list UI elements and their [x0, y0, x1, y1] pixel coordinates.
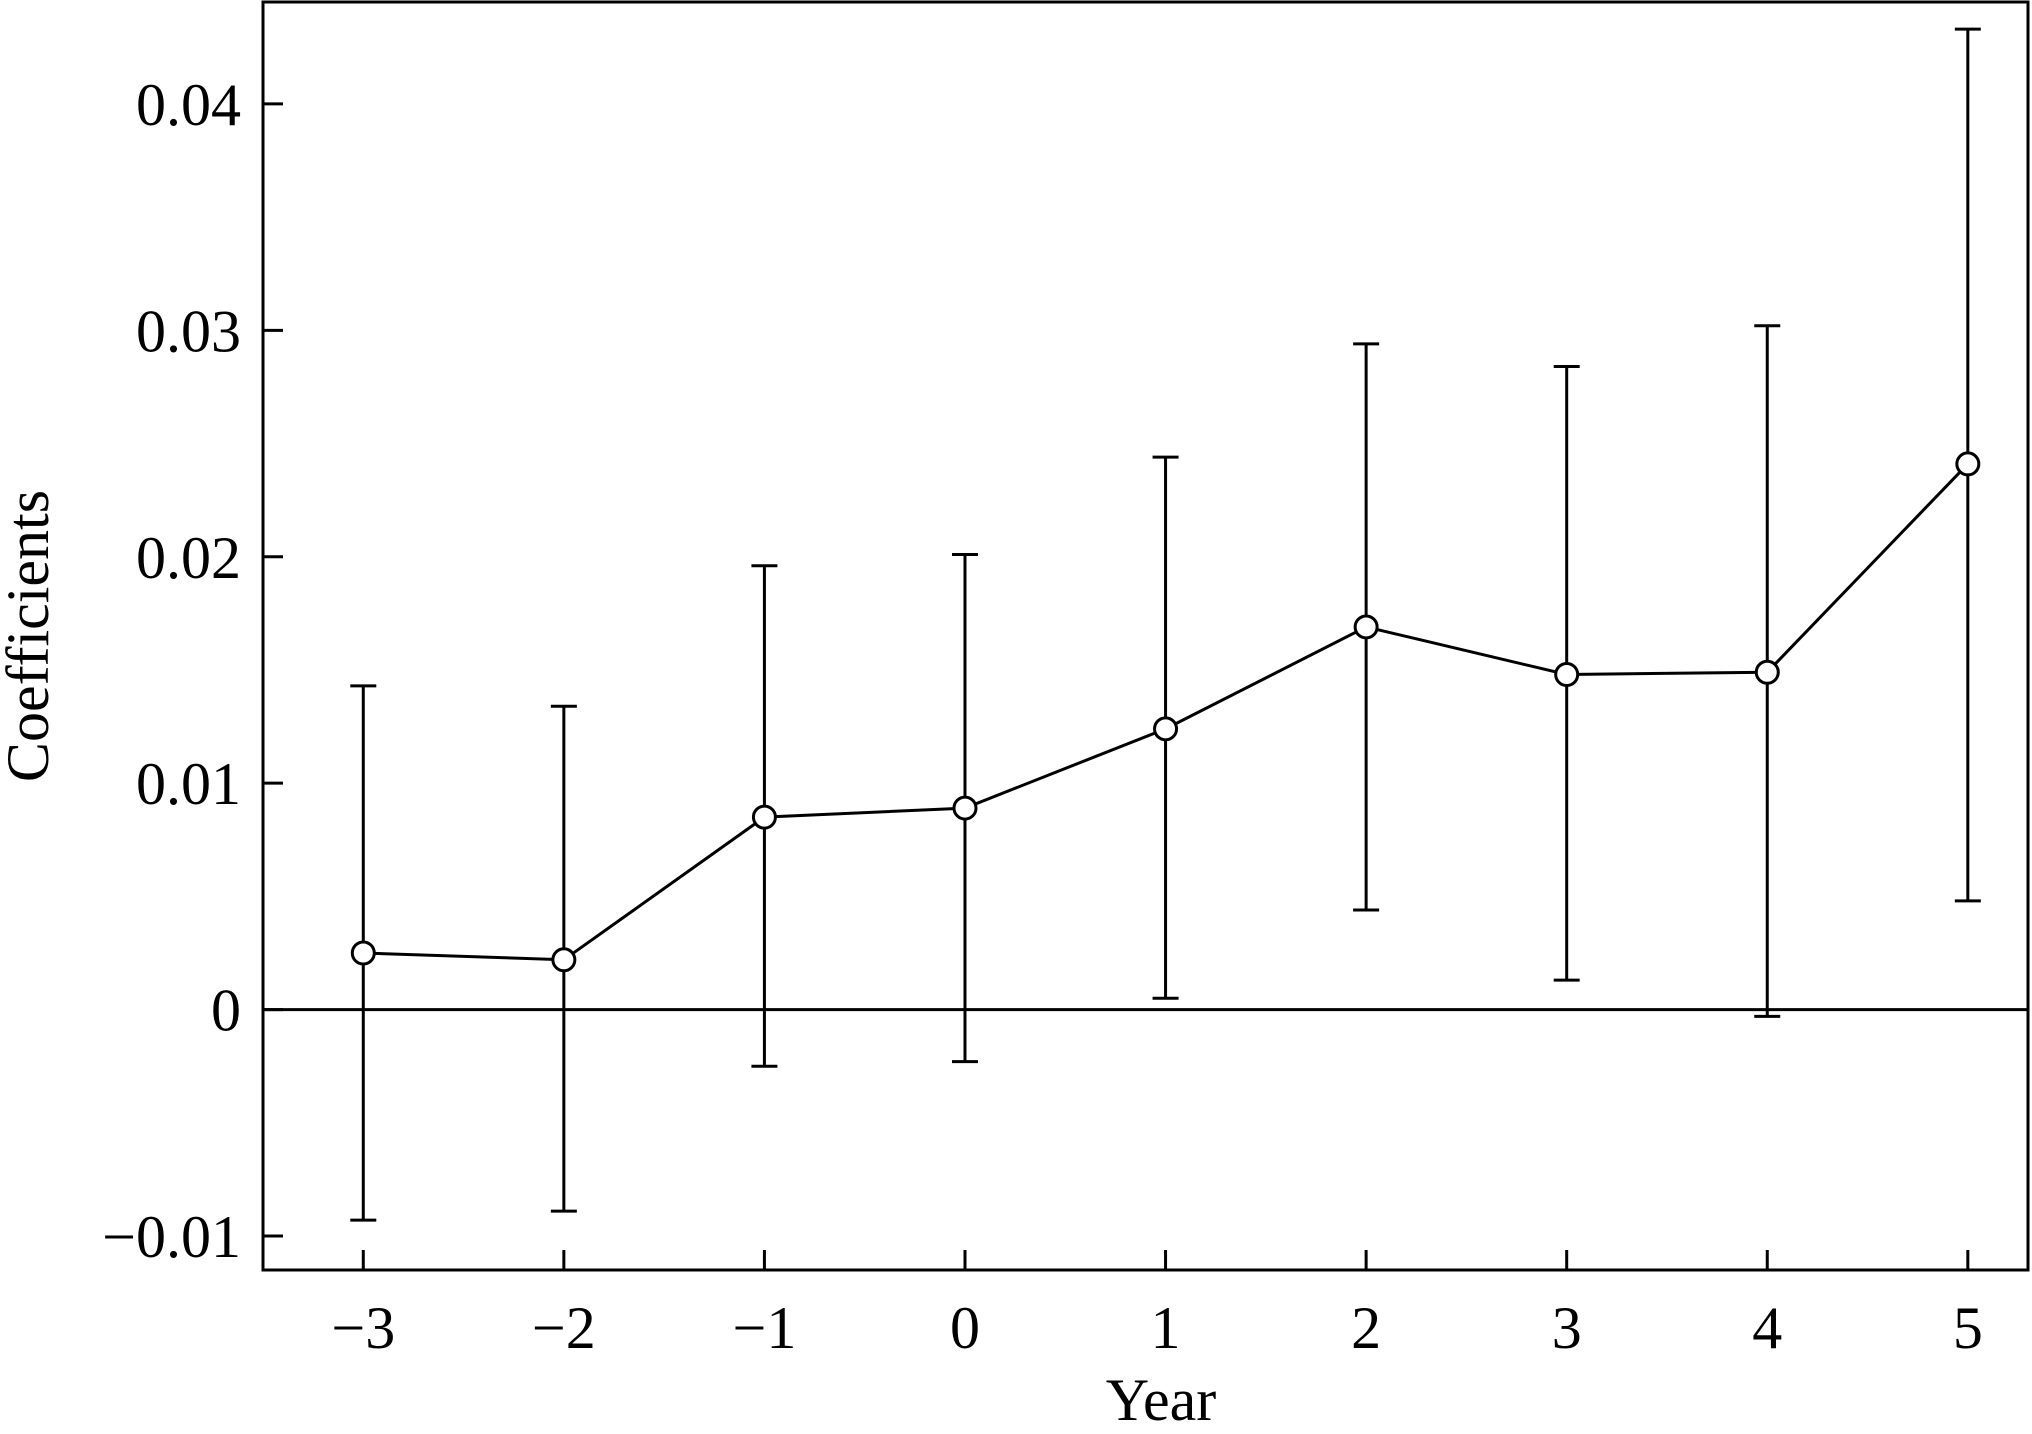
x-tick-label: 5 [1953, 1295, 1983, 1361]
data-point [1955, 451, 1981, 477]
x-tick-label: 0 [950, 1295, 980, 1361]
data-markers [350, 451, 1981, 973]
y-tick-label: 0.03 [136, 298, 241, 364]
y-tick-label: 0.01 [136, 751, 241, 817]
x-tick-label: 1 [1151, 1295, 1181, 1361]
data-point [1353, 614, 1379, 640]
y-tick-label: 0.02 [136, 525, 241, 591]
x-tick-label: 2 [1351, 1295, 1381, 1361]
y-tick-label: 0 [211, 978, 241, 1044]
plot-frame [261, 0, 2030, 1272]
data-point [952, 795, 978, 821]
data-point [751, 804, 777, 830]
x-axis-ticks: −3 −2 −1 0 1 2 3 4 5 [331, 1250, 1983, 1361]
x-tick-label: −1 [732, 1295, 796, 1361]
data-point [551, 947, 577, 973]
x-axis-title: Year [1106, 1367, 1217, 1429]
y-axis-ticks: −0.01 0 0.01 0.02 0.03 0.04 [102, 72, 283, 1270]
x-tick-label: 3 [1552, 1295, 1582, 1361]
y-tick-label: −0.01 [102, 1204, 241, 1270]
y-axis-title: Coefficients [0, 490, 61, 782]
data-point [350, 940, 376, 966]
error-bars [350, 27, 1981, 1222]
x-tick-label: −2 [532, 1295, 596, 1361]
y-tick-label: 0.04 [136, 72, 241, 138]
x-tick-label: 4 [1752, 1295, 1782, 1361]
data-point [1754, 659, 1780, 685]
data-point [1153, 716, 1179, 742]
data-point [1554, 661, 1580, 687]
x-tick-label: −3 [331, 1295, 395, 1361]
